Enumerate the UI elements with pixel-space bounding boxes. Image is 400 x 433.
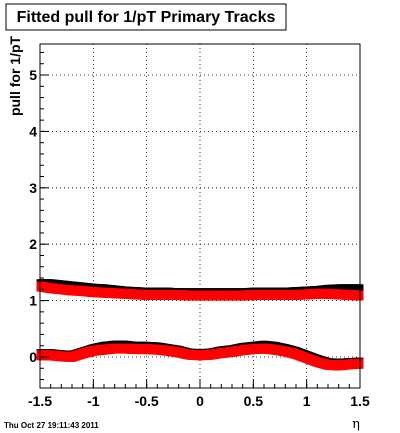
chart-title-box: Fitted pull for 1/pT Primary Tracks	[5, 3, 287, 31]
y-tick-label: 2	[29, 236, 37, 252]
y-tick-label: 3	[29, 180, 37, 196]
timestamp: Thu Oct 27 19:11:43 2011	[4, 421, 99, 430]
y-tick-label: 0	[29, 349, 37, 365]
series-1	[36, 281, 364, 301]
series-3	[36, 343, 364, 371]
y-tick-label: 4	[29, 123, 37, 139]
data-series	[36, 279, 364, 371]
x-tick-label: -1.5	[28, 393, 52, 409]
y-tick-labels: 0 1 2 3 4 5	[29, 67, 37, 365]
x-tick-label: -1	[87, 393, 100, 409]
chart-title: Fitted pull for 1/pT Primary Tracks	[17, 9, 276, 26]
axis-ticks	[39, 51, 361, 388]
x-tick-label: 0	[196, 393, 204, 409]
y-axis-title: pull for 1/pT	[7, 36, 23, 117]
x-tick-label: 1	[303, 393, 311, 409]
x-tick-label: 1.5	[350, 393, 370, 409]
grid-lines	[40, 44, 360, 388]
x-tick-label: -0.5	[135, 393, 159, 409]
x-tick-labels: -1.5 -1 -0.5 0 0.5 1 1.5	[28, 393, 370, 409]
y-tick-label: 5	[29, 67, 37, 83]
x-tick-label: 0.5	[244, 393, 264, 409]
x-axis-title: η	[352, 417, 360, 432]
y-tick-label: 1	[29, 293, 37, 309]
chart-title-frame	[5, 3, 287, 31]
